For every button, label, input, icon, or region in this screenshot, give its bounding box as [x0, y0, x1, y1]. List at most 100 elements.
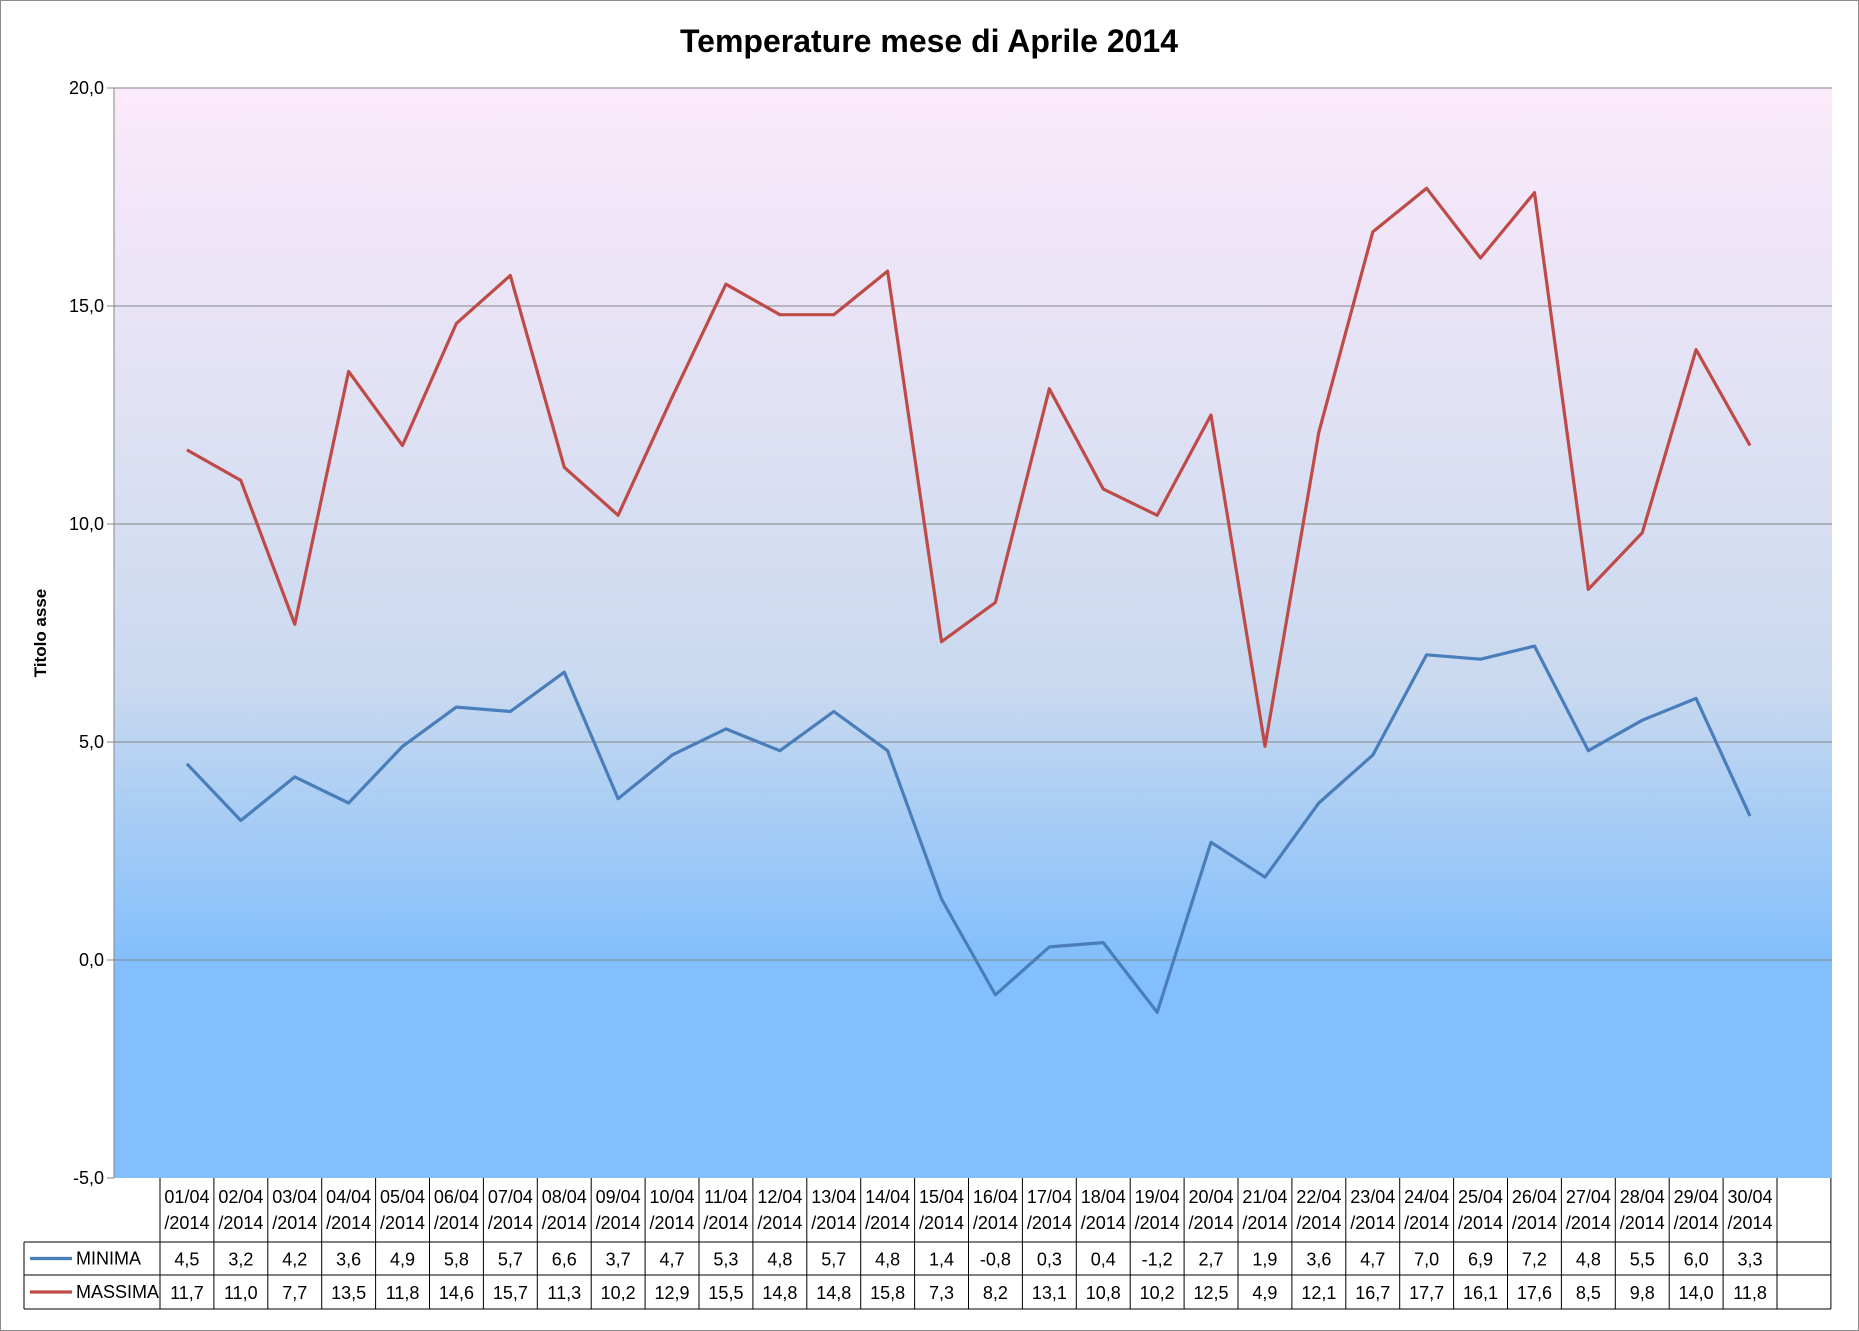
legend-label: MINIMA: [76, 1249, 141, 1269]
category-label: /2014: [1458, 1213, 1503, 1233]
category-label: 18/04: [1081, 1187, 1126, 1207]
category-label: 01/04: [164, 1187, 209, 1207]
chart-title: Temperature mese di Aprile 2014: [680, 23, 1178, 59]
data-label: 3,3: [1738, 1250, 1763, 1270]
category-label: 08/04: [542, 1187, 587, 1207]
category-label: /2014: [1027, 1213, 1072, 1233]
data-label: 8,2: [983, 1283, 1008, 1303]
y-tick-label: 10,0: [69, 514, 104, 534]
y-tick-label: -5,0: [73, 1168, 104, 1188]
category-label: /2014: [1135, 1213, 1180, 1233]
data-label: 4,8: [875, 1250, 900, 1270]
category-label: 23/04: [1350, 1187, 1395, 1207]
category-label: /2014: [919, 1213, 964, 1233]
category-label: 25/04: [1458, 1187, 1503, 1207]
data-label: 3,6: [1306, 1250, 1331, 1270]
data-label: 5,3: [713, 1250, 738, 1270]
y-tick-label: 15,0: [69, 296, 104, 316]
data-label: 7,3: [929, 1283, 954, 1303]
category-label: /2014: [757, 1213, 802, 1233]
data-label: 4,5: [174, 1250, 199, 1270]
data-label: 4,9: [1252, 1283, 1277, 1303]
category-label: 26/04: [1512, 1187, 1557, 1207]
category-label: 03/04: [272, 1187, 317, 1207]
category-label: 17/04: [1027, 1187, 1072, 1207]
series-lines: [185, 186, 1752, 1014]
category-label: /2014: [1242, 1213, 1287, 1233]
category-label: 19/04: [1135, 1187, 1180, 1207]
data-label: 0,4: [1091, 1250, 1116, 1270]
y-axis-label: Titolo asse: [31, 589, 50, 678]
data-label: 15,7: [493, 1283, 528, 1303]
data-label: 4,9: [390, 1250, 415, 1270]
category-label: 10/04: [650, 1187, 695, 1207]
data-label: 15,5: [708, 1283, 743, 1303]
category-label: /2014: [1512, 1213, 1557, 1233]
data-label: 1,4: [929, 1250, 954, 1270]
y-tick-label: 20,0: [69, 78, 104, 98]
category-label: /2014: [1081, 1213, 1126, 1233]
category-label: 16/04: [973, 1187, 1018, 1207]
data-label: 10,2: [1140, 1283, 1175, 1303]
category-label: 27/04: [1566, 1187, 1611, 1207]
category-label: /2014: [380, 1213, 425, 1233]
category-label: 07/04: [488, 1187, 533, 1207]
category-label: 09/04: [596, 1187, 641, 1207]
y-tick-label: 0,0: [79, 950, 104, 970]
data-label: 8,5: [1576, 1283, 1601, 1303]
category-label: 14/04: [865, 1187, 910, 1207]
category-label: 13/04: [811, 1187, 856, 1207]
data-label: 1,9: [1252, 1250, 1277, 1270]
data-label: -0,8: [980, 1250, 1011, 1270]
data-label: 5,8: [444, 1250, 469, 1270]
category-label: /2014: [326, 1213, 371, 1233]
series-line-massima: [186, 186, 1752, 749]
data-label: 6,9: [1468, 1250, 1493, 1270]
data-label: 4,2: [282, 1250, 307, 1270]
data-label: 6,0: [1684, 1250, 1709, 1270]
data-label: 4,8: [1576, 1250, 1601, 1270]
y-axis-ticks: -5,0 0,0 5,0 10,0 15,0 20,0: [69, 78, 115, 1188]
category-label: 06/04: [434, 1187, 479, 1207]
data-label: 13,5: [331, 1283, 366, 1303]
category-label: 15/04: [919, 1187, 964, 1207]
category-label: /2014: [488, 1213, 533, 1233]
category-label: 04/04: [326, 1187, 371, 1207]
data-label: 15,8: [870, 1283, 905, 1303]
category-label: 21/04: [1242, 1187, 1287, 1207]
data-label: 7,7: [282, 1283, 307, 1303]
data-label: 3,6: [336, 1250, 361, 1270]
category-label: /2014: [596, 1213, 641, 1233]
category-label: /2014: [218, 1213, 263, 1233]
data-label: 2,7: [1199, 1250, 1224, 1270]
data-label: 6,6: [552, 1250, 577, 1270]
data-label: 9,8: [1630, 1283, 1655, 1303]
category-label: 05/04: [380, 1187, 425, 1207]
legend-label: MASSIMA: [76, 1282, 159, 1302]
category-label: /2014: [272, 1213, 317, 1233]
category-label: /2014: [1404, 1213, 1449, 1233]
category-label: 20/04: [1189, 1187, 1234, 1207]
data-label: 14,8: [762, 1283, 797, 1303]
data-label: 5,7: [821, 1250, 846, 1270]
data-label: 12,5: [1194, 1283, 1229, 1303]
data-label: 14,0: [1679, 1283, 1714, 1303]
category-label: /2014: [1296, 1213, 1341, 1233]
data-label: 16,7: [1355, 1283, 1390, 1303]
category-label: /2014: [542, 1213, 587, 1233]
category-label: /2014: [1674, 1213, 1719, 1233]
data-label: 17,6: [1517, 1283, 1552, 1303]
data-label: 17,7: [1409, 1283, 1444, 1303]
data-label: 11,7: [170, 1283, 204, 1303]
category-label: /2014: [1189, 1213, 1234, 1233]
category-label: /2014: [1728, 1213, 1773, 1233]
data-label: 14,8: [816, 1283, 851, 1303]
data-label: 5,7: [498, 1250, 523, 1270]
category-label: /2014: [1620, 1213, 1665, 1233]
category-label: /2014: [703, 1213, 748, 1233]
plot-area: [114, 88, 1832, 1178]
category-label: /2014: [865, 1213, 910, 1233]
data-label: 7,0: [1414, 1250, 1439, 1270]
data-label: 11,8: [1733, 1283, 1767, 1303]
data-label: 7,2: [1522, 1250, 1547, 1270]
